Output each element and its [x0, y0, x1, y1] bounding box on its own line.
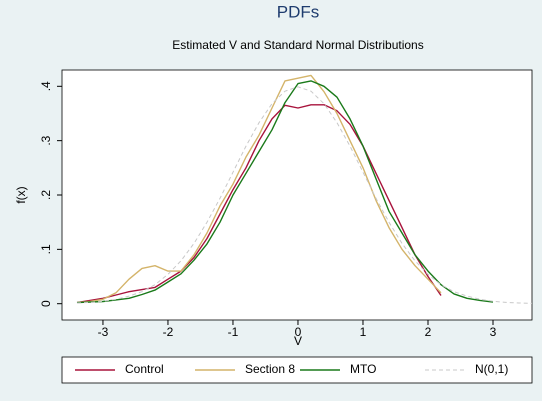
series-line	[76, 86, 533, 304]
y-tick-label: .1	[39, 244, 53, 254]
legend-label: Control	[125, 362, 164, 376]
x-tick-label: -2	[163, 325, 174, 339]
x-tick-label: 3	[490, 325, 497, 339]
x-tick-label: 1	[360, 325, 367, 339]
x-tick-label: 2	[425, 325, 432, 339]
chart-title: PDFs	[277, 2, 320, 21]
series-line	[76, 80, 494, 304]
series-line	[76, 74, 442, 304]
series-line	[76, 104, 442, 304]
x-tick-label: -3	[98, 325, 109, 339]
y-tick-label: .3	[39, 135, 53, 145]
plot-area	[61, 69, 533, 321]
x-tick-label: -1	[228, 325, 239, 339]
legend-label: N(0,1)	[475, 362, 508, 376]
legend-label: MTO	[350, 362, 376, 376]
y-tick-label: .2	[39, 190, 53, 200]
x-tick-label: 0	[295, 325, 302, 339]
x-axis-label: V	[294, 334, 302, 348]
chart-subtitle: Estimated V and Standard Normal Distribu…	[172, 38, 423, 52]
y-axis-label: f(x)	[14, 186, 28, 203]
y-tick-label: .4	[39, 81, 53, 91]
y-tick-label: 0	[39, 300, 53, 307]
legend-label: Section 8	[245, 362, 295, 376]
